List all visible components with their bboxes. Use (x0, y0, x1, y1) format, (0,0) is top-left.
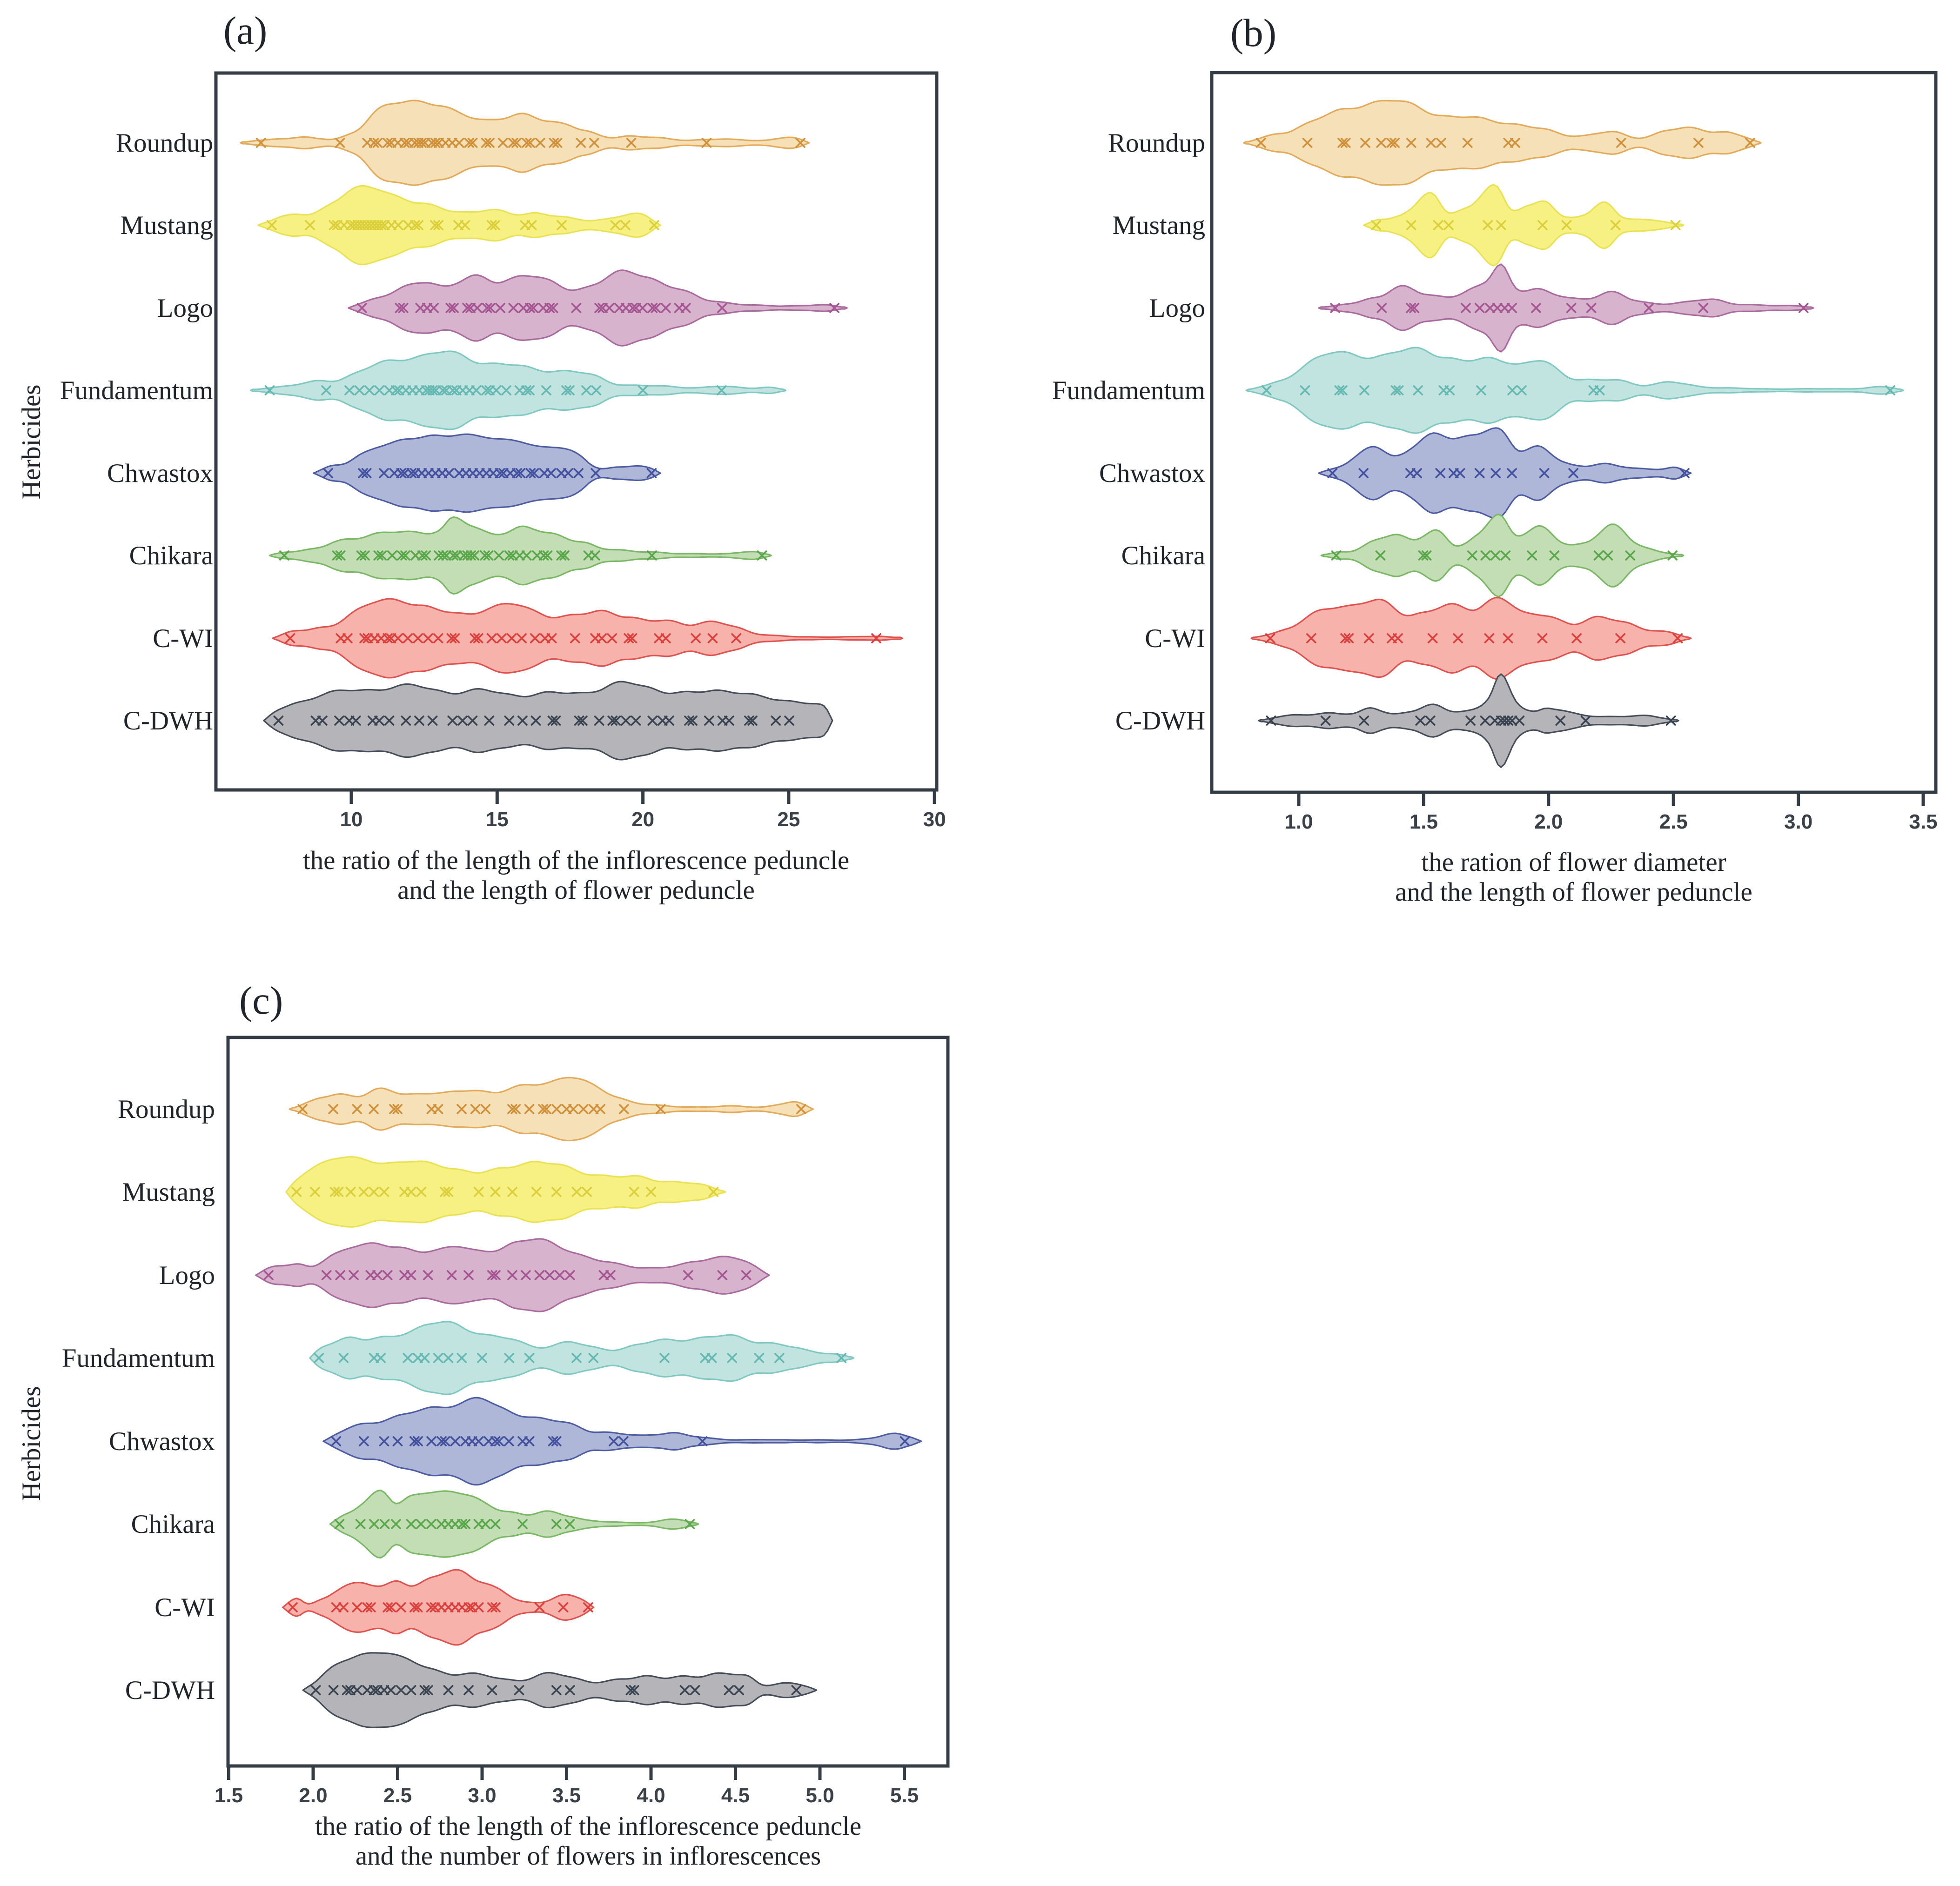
svg-text:5.0: 5.0 (805, 1784, 834, 1807)
svg-text:Mustang: Mustang (122, 1177, 215, 1207)
svg-text:4.5: 4.5 (721, 1784, 750, 1807)
svg-text:C-DWH: C-DWH (125, 1676, 215, 1705)
svg-text:Chwastox: Chwastox (109, 1427, 215, 1456)
svg-text:C-WI: C-WI (153, 624, 213, 653)
svg-text:2.0: 2.0 (1534, 810, 1563, 833)
svg-text:C-WI: C-WI (154, 1593, 215, 1622)
svg-text:(a): (a) (223, 9, 267, 53)
svg-text:Roundup: Roundup (118, 1095, 215, 1124)
svg-text:5.5: 5.5 (890, 1784, 919, 1807)
svg-text:Chikara: Chikara (1121, 541, 1205, 570)
svg-text:the ratio of the length of the: the ratio of the length of the infloresc… (303, 846, 849, 875)
svg-text:C-WI: C-WI (1145, 624, 1205, 653)
svg-text:Chikara: Chikara (131, 1510, 215, 1539)
svg-text:3.5: 3.5 (1909, 810, 1937, 833)
svg-text:and the number of flowers in i: and the number of flowers in inflorescen… (356, 1841, 821, 1871)
svg-text:(b): (b) (1230, 11, 1276, 55)
svg-text:Logo: Logo (1149, 294, 1205, 323)
svg-text:Mustang: Mustang (1113, 211, 1206, 240)
svg-text:10: 10 (340, 808, 363, 831)
svg-text:and the length of flower pedun: and the length of flower peduncle (397, 876, 755, 905)
svg-text:2.5: 2.5 (383, 1784, 412, 1807)
svg-text:20: 20 (631, 808, 654, 831)
svg-text:1.0: 1.0 (1284, 810, 1313, 833)
svg-text:25: 25 (777, 808, 800, 831)
svg-text:1.5: 1.5 (215, 1784, 243, 1807)
svg-text:30: 30 (923, 808, 946, 831)
svg-text:and the length of flower pedun: and the length of flower peduncle (1395, 877, 1752, 907)
svg-text:Logo: Logo (157, 294, 213, 323)
svg-text:Herbicides: Herbicides (17, 385, 46, 500)
svg-text:Herbicides: Herbicides (17, 1386, 46, 1501)
svg-text:the ratio of the length of the: the ratio of the length of the infloresc… (315, 1812, 861, 1841)
svg-text:C-DWH: C-DWH (1115, 706, 1205, 736)
svg-text:3.0: 3.0 (468, 1784, 496, 1807)
svg-text:Chwastox: Chwastox (1099, 459, 1205, 488)
svg-text:Roundup: Roundup (116, 128, 213, 158)
svg-text:2.0: 2.0 (299, 1784, 327, 1807)
svg-text:Logo: Logo (159, 1261, 215, 1290)
svg-text:4.0: 4.0 (637, 1784, 665, 1807)
svg-text:Mustang: Mustang (121, 211, 214, 240)
svg-text:(c): (c) (239, 979, 283, 1023)
svg-text:15: 15 (486, 808, 509, 831)
svg-text:Fundamentum: Fundamentum (60, 376, 213, 405)
svg-text:Chwastox: Chwastox (107, 459, 213, 488)
svg-text:Chikara: Chikara (129, 541, 213, 570)
svg-text:Roundup: Roundup (1108, 128, 1205, 158)
svg-text:the ration of flower diameter: the ration of flower diameter (1421, 848, 1726, 877)
svg-text:1.5: 1.5 (1410, 810, 1438, 833)
svg-text:Fundamentum: Fundamentum (62, 1344, 215, 1373)
svg-text:3.0: 3.0 (1784, 810, 1812, 833)
svg-text:2.5: 2.5 (1659, 810, 1688, 833)
svg-text:C-DWH: C-DWH (123, 706, 213, 736)
svg-text:Fundamentum: Fundamentum (1052, 376, 1205, 405)
svg-text:3.5: 3.5 (552, 1784, 581, 1807)
